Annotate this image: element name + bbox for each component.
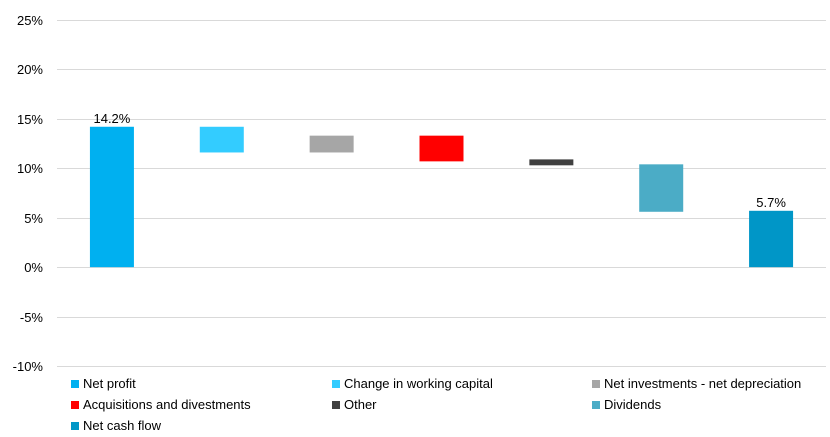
gridlines	[57, 20, 826, 367]
legend-item: Net cash flow	[71, 418, 161, 434]
legend-item: Net investments - net depreciation	[592, 376, 801, 392]
bar-0	[89, 126, 134, 268]
legend-swatch	[332, 401, 340, 409]
y-axis-tick-labels: -10% -5% 0% 5% 10% 15% 20% 25%	[13, 13, 44, 374]
legend-label: Change in working capital	[344, 376, 493, 391]
legend-label: Net profit	[83, 376, 136, 391]
legend-swatch	[592, 401, 600, 409]
bar-5	[639, 164, 684, 212]
legend-item: Acquisitions and divestments	[71, 397, 251, 413]
legend-label: Net investments - net depreciation	[604, 376, 802, 391]
legend-swatch	[332, 380, 340, 388]
y-tick-label: 10%	[17, 161, 43, 176]
y-tick-label: -10%	[13, 359, 44, 374]
data-label: 5.7%	[756, 195, 786, 210]
legend-label: Dividends	[604, 397, 662, 412]
legend-swatch	[71, 380, 79, 388]
data-label: 14.2%	[93, 111, 130, 126]
bar-2	[309, 135, 354, 153]
y-tick-label: 15%	[17, 112, 43, 127]
y-tick-label: 20%	[17, 62, 43, 77]
legend-item: Other	[332, 397, 377, 413]
legend-label: Acquisitions and divestments	[83, 397, 251, 412]
legend-swatch	[592, 380, 600, 388]
bar-3	[419, 135, 464, 162]
data-labels: 14.2% 5.7%	[93, 111, 786, 210]
bars	[89, 126, 794, 268]
y-tick-label: 0%	[24, 260, 43, 275]
bar-6	[749, 210, 794, 268]
y-tick-label: 5%	[24, 211, 43, 226]
bar-4	[529, 159, 574, 166]
bar-1	[199, 126, 244, 153]
legend-label: Net cash flow	[83, 418, 162, 433]
y-tick-label: -5%	[20, 310, 44, 325]
legend-swatch	[71, 401, 79, 409]
legend-label: Other	[344, 397, 377, 412]
y-tick-label: 25%	[17, 13, 43, 28]
legend-item: Change in working capital	[332, 376, 493, 392]
legend-swatch	[71, 422, 79, 430]
legend-item: Dividends	[592, 397, 661, 413]
legend-item: Net profit	[71, 376, 136, 392]
